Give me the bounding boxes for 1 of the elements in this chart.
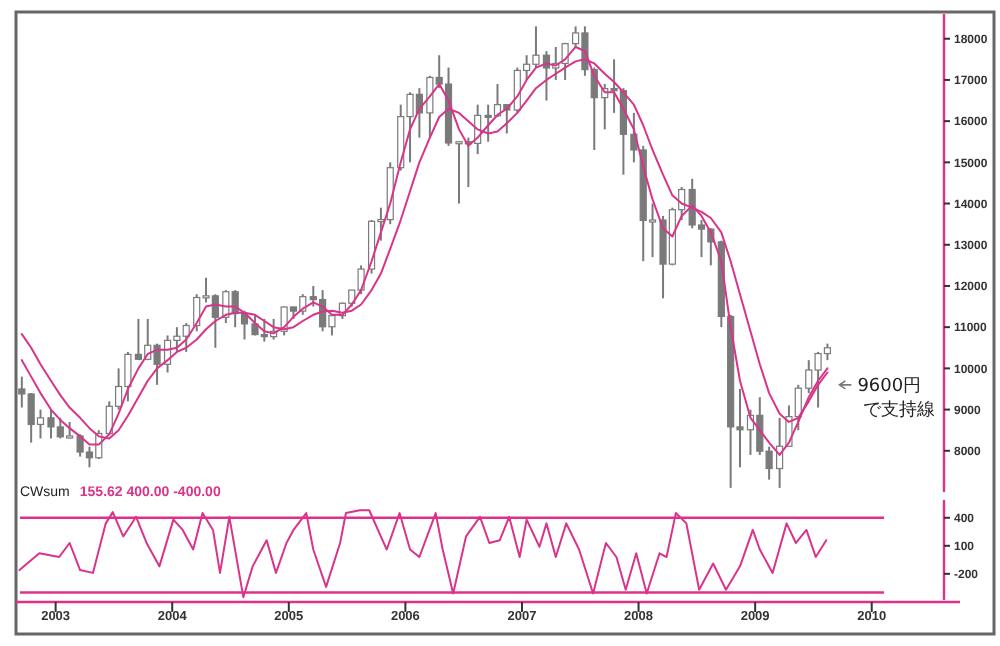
annotation: 9600円で支持線 bbox=[857, 376, 936, 421]
